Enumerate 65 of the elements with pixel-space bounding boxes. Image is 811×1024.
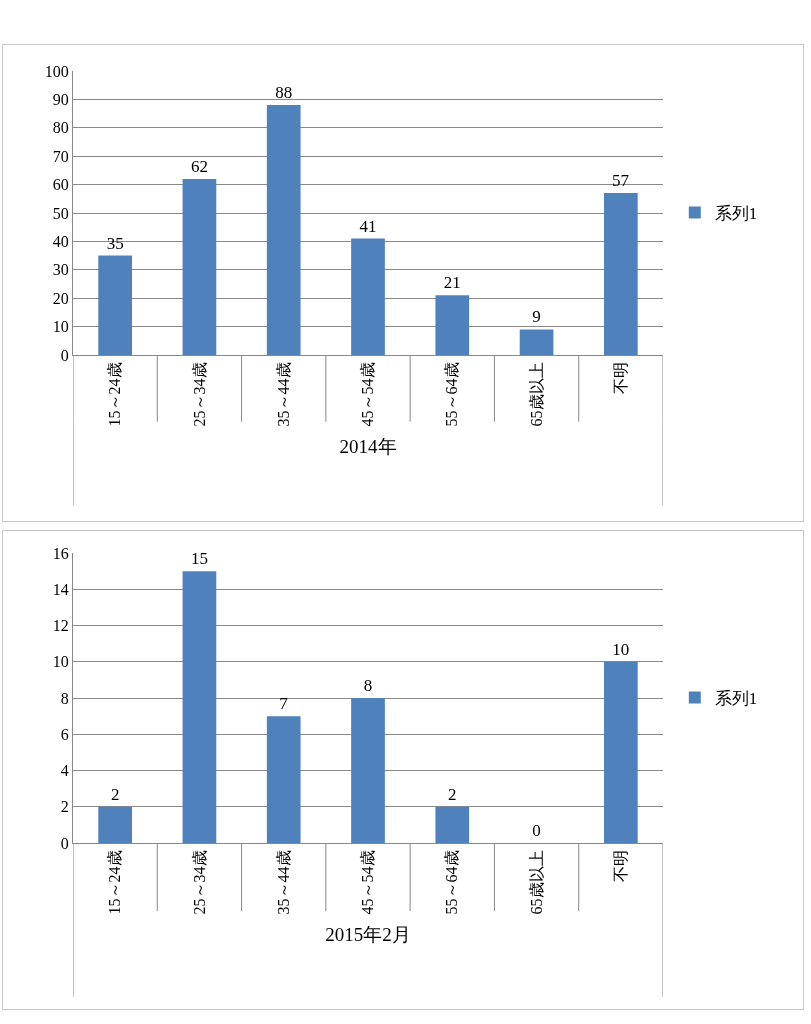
bar (604, 661, 638, 843)
data-label: 57 (612, 171, 630, 191)
data-label: 62 (190, 156, 208, 176)
y-tick-label: 14 (52, 580, 69, 598)
bar (266, 716, 301, 843)
x-tick-label: 35～44歳 (274, 362, 292, 427)
x-tick-label: 25～34歳 (190, 362, 208, 427)
data-label: 88 (275, 83, 293, 103)
bar (519, 329, 554, 355)
y-tick-label: 60 (52, 176, 69, 194)
data-label: 21 (443, 273, 461, 293)
data-label: 8 (363, 676, 373, 695)
bar (98, 806, 132, 843)
legend-label: 系列1 (714, 204, 758, 224)
y-tick-label: 2 (60, 798, 69, 816)
y-tick-label: 6 (60, 725, 69, 743)
bar (604, 193, 638, 355)
bar (435, 295, 470, 355)
y-tick-label: 4 (60, 762, 69, 780)
x-tick-label: 45～54歳 (359, 850, 377, 915)
x-axis-title: 2015年2月 (325, 924, 411, 946)
data-label: 2 (448, 784, 457, 804)
x-tick-label: 65歳以上 (527, 362, 545, 427)
x-tick-label: 55～64歳 (443, 362, 461, 427)
y-tick-label: 0 (60, 834, 69, 852)
y-tick-label: 20 (52, 289, 69, 307)
data-label: 15 (190, 549, 208, 569)
x-tick-label: 不明 (612, 850, 630, 883)
bar (266, 105, 301, 355)
data-label: 35 (106, 233, 124, 253)
y-tick-label: 0 (60, 346, 69, 364)
data-label: 7 (279, 694, 289, 714)
y-tick-label: 50 (52, 204, 69, 222)
y-tick-label: 10 (52, 318, 69, 336)
y-tick-label: 10 (52, 653, 69, 671)
y-tick-label: 70 (52, 147, 69, 165)
x-tick-label: 不明 (612, 362, 630, 395)
x-tick-label: 25～34歳 (190, 850, 208, 915)
y-tick-label: 30 (52, 261, 69, 279)
x-tick-label: 35～44歳 (274, 850, 292, 915)
y-tick-label: 100 (44, 62, 69, 80)
x-tick-label: 45～54歳 (359, 362, 377, 427)
x-tick-label: 15～24歳 (106, 362, 124, 427)
data-label: 10 (612, 639, 630, 659)
bar (98, 255, 132, 355)
bar (351, 698, 385, 843)
y-tick-label: 16 (52, 544, 69, 562)
y-tick-label: 40 (52, 233, 69, 250)
y-tick-label: 8 (60, 689, 69, 707)
bar (435, 806, 470, 843)
x-tick-label: 55～64歳 (443, 850, 461, 915)
y-tick-label: 80 (52, 119, 69, 137)
x-axis-title: 2014年 (339, 436, 397, 458)
data-label: 2 (110, 784, 120, 804)
bar (182, 178, 217, 355)
x-tick-label: 65歳以上 (527, 850, 545, 915)
x-tick-label: 15～24歳 (106, 850, 124, 915)
y-tick-label: 90 (52, 91, 69, 108)
y-tick-label: 12 (52, 617, 69, 635)
bar (182, 571, 217, 843)
legend-label: 系列1 (714, 689, 758, 709)
data-label: 41 (359, 216, 377, 236)
data-label: 0 (532, 821, 541, 840)
bar (351, 238, 385, 355)
data-label: 9 (532, 307, 541, 327)
